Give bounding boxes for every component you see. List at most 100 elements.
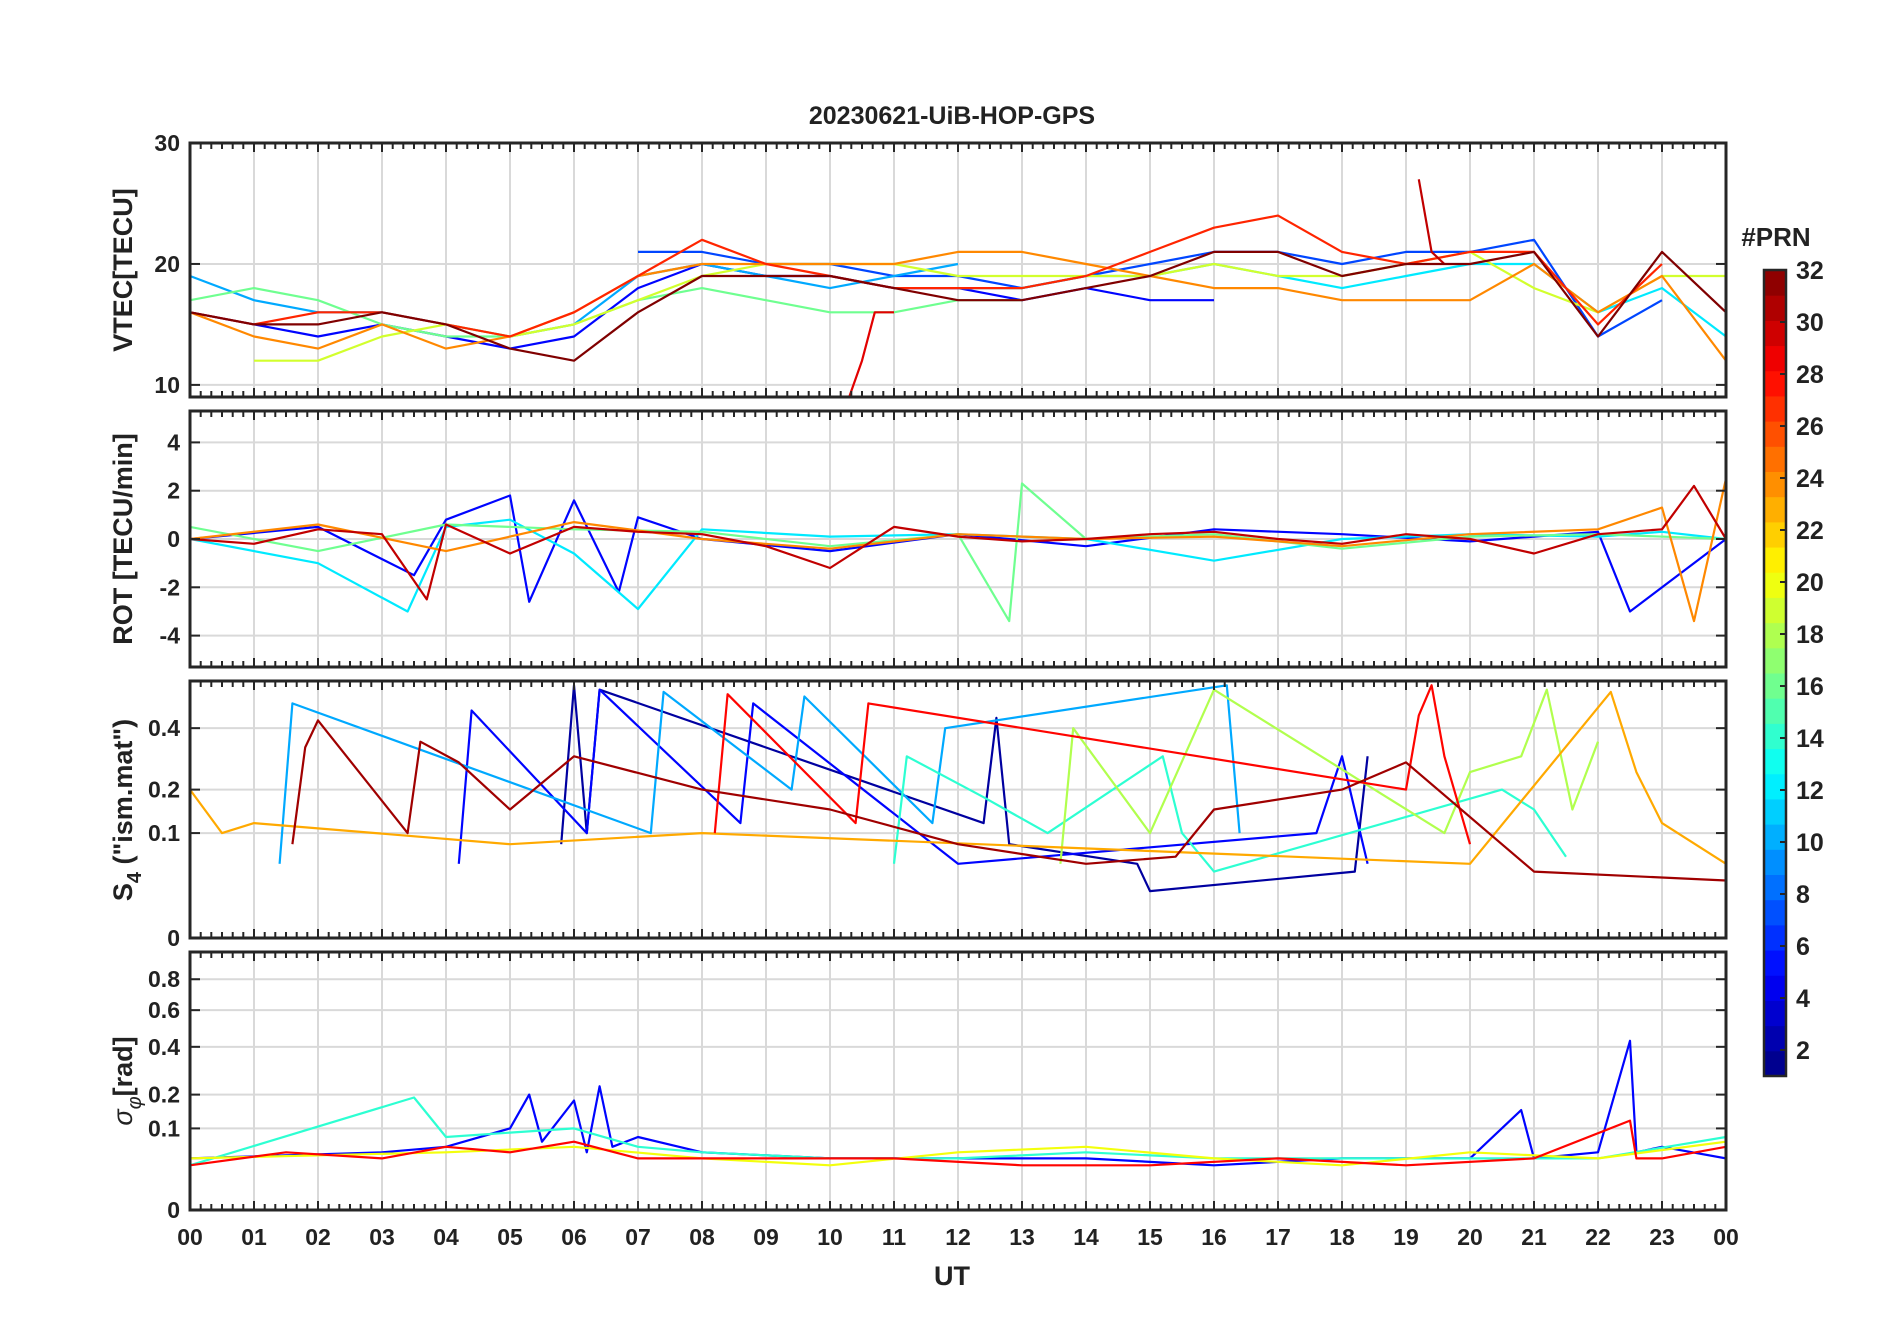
series-line-prn-24 [190,250,1726,362]
series-line-prn-28 [190,1119,1726,1167]
x-tick-label: 15 [1137,1224,1163,1250]
colorbar-swatch [1764,622,1786,649]
panel-s4: 0 0.1 0.2 0.4S4 ("ism.mat") [108,679,1728,951]
colorbar-tick-label: 6 [1796,933,1810,961]
y-tick-label: 0.6 [148,997,180,1023]
colorbar-swatch [1764,471,1786,498]
x-tick-label: 22 [1585,1224,1611,1250]
x-tick-marks [189,411,1727,667]
y-axis-label: S4 ("ism.mat") [108,719,146,901]
colorbar-swatch [1764,320,1786,347]
x-tick-label: 13 [1009,1224,1035,1250]
colorbar-swatch [1764,270,1786,296]
colorbar-swatch [1764,647,1786,674]
panel-vtec: 10 20 30 VTEC[TECU] [108,130,1728,399]
colorbar-frame [1762,268,1788,1078]
x-tick-label: 03 [369,1224,395,1250]
x-tick-label: 10 [817,1224,843,1250]
x-tick-label: 06 [561,1224,587,1250]
x-tick-label: 23 [1649,1224,1675,1250]
colorbar-tick-label: 26 [1796,413,1824,441]
panel-rot: -4 -2 0 2 4 ROT [TECU/min] [108,409,1728,669]
y-tick-label: 0.1 [148,1115,180,1141]
y-tick-label: 30 [154,130,180,156]
colorbar-tick-label: 22 [1796,517,1824,545]
colorbar-swatch [1764,874,1786,901]
colorbar-swatch [1764,698,1786,724]
colorbar-tick-label: 12 [1796,777,1824,805]
colorbar-tick-label: 28 [1796,361,1824,389]
y-tick-label: 0 [167,526,180,552]
y-tick-label: 0.1 [148,820,180,846]
y-tick-label: 0 [167,925,180,951]
colorbar-swatch [1764,1050,1786,1077]
series-line-prn-2 [560,684,1369,893]
y-tick-label: 0.4 [148,1034,180,1060]
colorbar-swatch [1764,899,1786,926]
x-tick-label: 07 [625,1224,651,1250]
y-axis-label: ROT [TECU/min] [108,433,138,644]
series-line-prn-14 [892,755,1567,873]
colorbar-swatch [1764,1025,1786,1052]
colorbar-swatch [1764,748,1786,775]
x-tick-label: 11 [882,1224,907,1250]
colorbar-swatch [1764,446,1786,472]
series-line-prn-29 [848,311,894,397]
colorbar-swatch [1764,798,1786,825]
y-tick-label: 10 [154,372,180,398]
colorbar-swatch [1764,521,1786,548]
colorbar-swatch [1764,1000,1786,1027]
x-tick-label: 09 [753,1224,779,1250]
colorbar-swatch [1764,849,1786,875]
x-tick-label: 08 [689,1224,715,1250]
series-group [190,179,1726,397]
colorbar-swatch [1764,395,1786,422]
y-tick-label: 4 [167,429,180,455]
x-tick-label: 18 [1329,1224,1355,1250]
x-tick-label: 20 [1457,1224,1483,1250]
x-tick-label: 16 [1201,1224,1227,1250]
x-tick-marks [189,143,1727,397]
y-tick-label: 0 [167,1197,180,1223]
series-group [190,1039,1726,1167]
colorbar-swatch [1764,975,1786,1001]
y-tick-label: 0.2 [148,777,180,803]
colorbar-swatch [1764,597,1786,624]
x-tick-labels: 00 01 02 03 04 05 06 07 08 09 10 11 12 13 14 15 16 17 18 19… [177,1224,1739,1250]
y-axis-label: σφ[rad] [108,1036,146,1125]
colorbar-tick-label: 18 [1796,621,1824,649]
colorbar-swatch [1764,950,1786,976]
colorbar-tick-label: 24 [1796,465,1824,493]
x-tick-marks [189,681,1727,938]
x-tick-label: 12 [945,1224,971,1250]
colorbar-swatch [1764,295,1786,321]
series-line-prn-20 [190,1140,1726,1167]
colorbar-swatch [1764,924,1786,951]
series-line-prn-30 [1417,179,1446,265]
colorbar-tick-label: 20 [1796,569,1824,597]
x-tick-label: 21 [1521,1224,1547,1250]
series-group [190,478,1726,623]
colorbar-swatch [1764,496,1786,523]
colorbar-tick-label: 10 [1796,829,1824,857]
x-axis-label: UT [934,1261,970,1291]
x-tick-label: 04 [433,1224,459,1250]
x-tick-label: 00 [1713,1224,1739,1250]
x-tick-label: 01 [241,1224,267,1250]
series-line-prn-31 [291,719,1726,882]
x-tick-label: 19 [1393,1224,1419,1250]
y-tick-label: 20 [154,251,180,277]
colorbar-swatch [1764,723,1786,750]
y-tick-label: 0.4 [148,715,180,741]
x-tick-label: 14 [1073,1224,1099,1250]
colorbar-swatch [1764,773,1786,800]
colorbar-swatch [1764,673,1786,699]
colorbar-tick-label: 30 [1796,309,1824,337]
series-line-prn-32 [190,250,1726,362]
colorbar-tick-label: 14 [1796,725,1824,753]
x-tick-label: 00 [177,1224,203,1250]
colorbar-swatch [1764,824,1786,850]
colorbar-label: #PRN [1741,222,1810,252]
series-line-prn-5 [457,688,1369,865]
colorbar-swatch [1764,547,1786,573]
